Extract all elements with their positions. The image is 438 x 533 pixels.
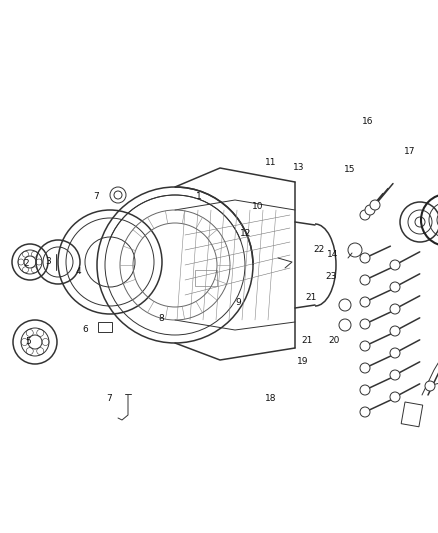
Circle shape [360, 319, 370, 329]
Circle shape [390, 304, 400, 314]
Text: 7: 7 [93, 192, 99, 200]
Text: 21: 21 [301, 336, 312, 344]
Text: 15: 15 [344, 165, 355, 174]
Circle shape [360, 407, 370, 417]
Circle shape [390, 260, 400, 270]
Text: 23: 23 [325, 272, 336, 280]
Circle shape [390, 326, 400, 336]
Circle shape [360, 297, 370, 307]
Circle shape [425, 381, 435, 391]
Bar [195, 270, 217, 286]
Text: 22: 22 [313, 245, 325, 254]
Circle shape [370, 200, 380, 210]
Bar [401, 402, 423, 427]
Bar [98, 322, 112, 332]
Text: 13: 13 [293, 164, 304, 172]
Text: 12: 12 [240, 229, 251, 238]
Text: 5: 5 [25, 337, 32, 345]
Circle shape [390, 392, 400, 402]
Circle shape [360, 253, 370, 263]
Text: 6: 6 [82, 325, 88, 334]
Text: 20: 20 [328, 336, 339, 344]
Text: 17: 17 [404, 148, 415, 156]
Text: 4: 4 [75, 268, 81, 276]
Circle shape [390, 282, 400, 292]
Text: 3: 3 [45, 257, 51, 265]
Text: 18: 18 [265, 394, 276, 403]
Text: 11: 11 [265, 158, 276, 167]
Circle shape [365, 205, 375, 215]
Circle shape [390, 370, 400, 380]
Circle shape [360, 341, 370, 351]
Text: 9: 9 [235, 298, 241, 307]
Circle shape [360, 385, 370, 395]
Circle shape [360, 363, 370, 373]
Text: 2: 2 [24, 260, 29, 268]
Text: 19: 19 [297, 357, 309, 366]
Text: 21: 21 [305, 293, 317, 302]
Text: 7: 7 [106, 394, 112, 403]
Circle shape [360, 275, 370, 285]
Text: 8: 8 [158, 314, 164, 323]
Text: 16: 16 [362, 117, 374, 126]
Circle shape [360, 210, 370, 220]
Circle shape [390, 348, 400, 358]
Text: 1: 1 [196, 192, 202, 200]
Text: 10: 10 [252, 203, 263, 211]
Text: 14: 14 [327, 251, 339, 259]
